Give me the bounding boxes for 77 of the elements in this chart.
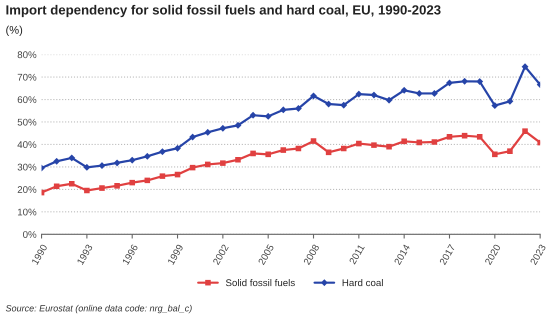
- point: [386, 144, 392, 150]
- legend-label: Hard coal: [342, 279, 383, 286]
- point: [356, 140, 362, 146]
- y-tick-label: 60%: [18, 96, 36, 104]
- point: [432, 139, 438, 145]
- point: [446, 134, 452, 140]
- point: [54, 183, 60, 190]
- point: [220, 160, 226, 166]
- point: [522, 128, 528, 134]
- y-tick-label: 0%: [23, 231, 36, 238]
- y-tick-label: 10%: [18, 208, 36, 216]
- source-note: Source: Eurostat (online data code: nrg_bal_c): [6, 304, 192, 314]
- y-tick-label: 70%: [18, 74, 36, 81]
- point: [401, 138, 407, 144]
- point: [160, 173, 166, 179]
- point: [506, 98, 514, 105]
- point: [158, 148, 166, 156]
- point: [204, 162, 211, 168]
- point: [174, 172, 180, 178]
- point: [310, 92, 317, 100]
- point: [129, 180, 135, 186]
- point: [99, 185, 105, 191]
- point: [189, 134, 196, 140]
- point: [492, 152, 498, 158]
- chart-subtitle: (%): [6, 26, 22, 36]
- point: [416, 140, 422, 146]
- point: [250, 150, 256, 156]
- point: [98, 162, 106, 170]
- point: [461, 78, 468, 85]
- point: [68, 154, 76, 162]
- point: [340, 102, 348, 109]
- point: [190, 164, 196, 170]
- point: [340, 146, 347, 152]
- y-tick-label: 50%: [18, 118, 36, 126]
- point: [326, 150, 332, 156]
- point: [235, 156, 241, 163]
- point: [370, 92, 378, 98]
- point: [204, 128, 212, 136]
- chart-title: Import dependency for solid fossil fuels and hard coal, EU, 1990-2023: [6, 4, 441, 18]
- point: [416, 90, 423, 97]
- point: [355, 90, 362, 98]
- point: [476, 134, 482, 140]
- point: [400, 86, 408, 94]
- point: [522, 63, 528, 70]
- point: [491, 102, 498, 110]
- point: [386, 96, 392, 104]
- point: [144, 178, 150, 184]
- point: [462, 132, 468, 138]
- point: [310, 138, 316, 144]
- point: [296, 146, 302, 152]
- point: [250, 112, 257, 119]
- point: [83, 164, 90, 171]
- point: [53, 158, 60, 165]
- point: [476, 78, 484, 85]
- point: [371, 142, 377, 148]
- point: [507, 148, 513, 154]
- point: [446, 79, 453, 86]
- point: [234, 122, 242, 129]
- point: [68, 180, 75, 187]
- legend-label: Solid fossil fuels: [226, 279, 295, 286]
- point: [265, 152, 271, 158]
- point: [128, 156, 136, 164]
- point: [174, 144, 181, 152]
- point: [264, 112, 272, 120]
- point: [280, 147, 286, 153]
- y-tick-label: 20%: [18, 186, 36, 194]
- point: [294, 105, 302, 112]
- point: [280, 106, 287, 114]
- point: [144, 152, 151, 160]
- point: [84, 188, 90, 194]
- y-tick-label: 80%: [18, 51, 36, 58]
- point: [114, 159, 121, 166]
- y-tick-label: 40%: [17, 141, 36, 148]
- y-tick-label: 30%: [18, 164, 36, 171]
- point: [114, 183, 120, 189]
- point: [219, 124, 226, 132]
- point: [325, 100, 332, 108]
